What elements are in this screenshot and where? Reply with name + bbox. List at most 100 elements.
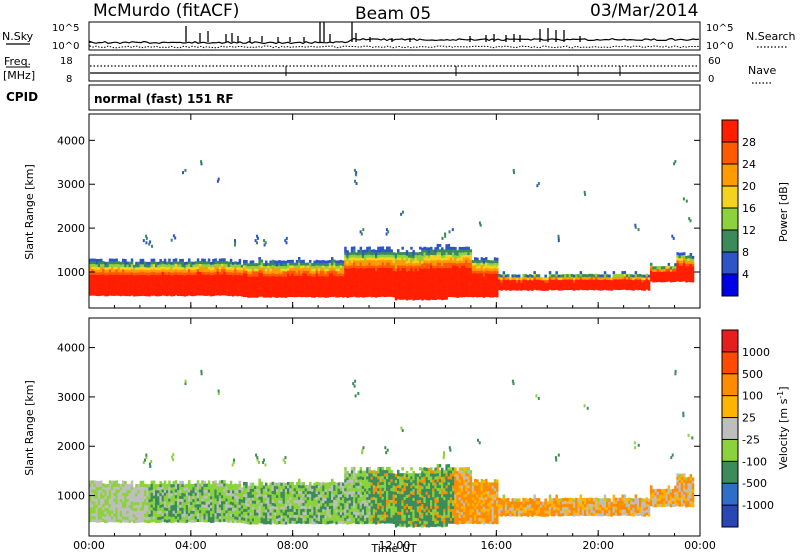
velocity-cell	[234, 519, 237, 523]
power-cell	[432, 260, 435, 263]
power-cell	[304, 268, 308, 271]
power-cell	[403, 273, 407, 276]
power-cell	[148, 275, 151, 278]
velocity-cell	[207, 480, 211, 484]
velocity-cell	[100, 501, 103, 505]
power-cell	[262, 265, 266, 269]
power-cell	[326, 268, 330, 272]
velocity-cell	[185, 513, 189, 517]
power-cell	[229, 293, 233, 296]
velocity-cell	[223, 509, 226, 513]
power-cell	[405, 268, 409, 272]
velocity-cell	[152, 519, 156, 523]
power-cell	[328, 262, 332, 266]
power-cell	[108, 269, 112, 272]
power-cell	[339, 259, 343, 263]
velocity-cell	[278, 520, 281, 524]
power-cell	[276, 266, 279, 269]
power-cell	[401, 260, 404, 263]
power-cell	[515, 287, 519, 291]
power-cell	[397, 272, 400, 276]
power-cell	[280, 263, 283, 267]
power-cell	[170, 290, 173, 294]
power-cell	[452, 281, 455, 284]
power-cell	[441, 271, 444, 274]
velocity-cell	[240, 508, 244, 512]
power-cell	[166, 277, 169, 281]
power-cell	[392, 276, 396, 279]
power-cell	[557, 277, 561, 281]
power-cell	[491, 268, 495, 272]
power-cell	[328, 275, 332, 279]
power-cell	[333, 267, 336, 271]
power-cell	[524, 284, 528, 288]
power-cell	[311, 286, 314, 290]
velocity-cell	[95, 516, 99, 520]
power-cell	[214, 269, 217, 272]
power-cell	[375, 294, 378, 298]
power-cell	[491, 260, 495, 264]
power-cell	[238, 287, 242, 291]
power-cell	[608, 285, 611, 288]
velocity-cell	[278, 494, 281, 498]
power-cell	[548, 273, 552, 277]
velocity-cell	[128, 486, 132, 491]
power-cell	[188, 290, 191, 293]
power-cell	[236, 290, 239, 294]
power-cell	[423, 254, 426, 258]
power-cell	[542, 282, 545, 286]
power-cell	[168, 279, 171, 283]
power-cell	[522, 276, 525, 280]
power-cell	[465, 283, 468, 287]
power-cell	[333, 275, 336, 279]
velocity-cell	[119, 504, 123, 508]
power-cell	[284, 289, 288, 293]
power-cell	[212, 282, 215, 286]
power-cell	[207, 284, 211, 288]
velocity-cell	[205, 510, 209, 514]
power-cell	[357, 286, 360, 290]
velocity-cell	[269, 512, 272, 516]
power-cell	[436, 243, 440, 247]
velocity-cell	[229, 498, 233, 502]
power-cell	[375, 263, 378, 267]
power-cell	[526, 282, 530, 286]
power-cell	[405, 263, 409, 267]
power-cell	[97, 266, 101, 270]
y-tick-label: 4000	[57, 134, 85, 147]
power-cell	[489, 260, 492, 264]
power-cell	[161, 263, 165, 267]
velocity-cell	[201, 507, 204, 511]
power-cell	[331, 270, 334, 274]
power-cell	[170, 264, 173, 268]
power-cell	[306, 294, 310, 298]
power-cell	[436, 267, 440, 271]
power-cell	[416, 260, 420, 264]
velocity-cell	[91, 512, 94, 517]
power-cell	[236, 264, 239, 268]
power-cell	[221, 266, 224, 270]
velocity-cell	[106, 513, 110, 517]
power-cell	[467, 283, 470, 287]
power-cell	[399, 281, 402, 284]
power-cell	[236, 267, 239, 270]
power-cell	[115, 279, 118, 283]
power-cell	[89, 274, 92, 278]
power-cell	[126, 264, 129, 268]
power-cell	[317, 270, 321, 274]
power-cell	[632, 277, 635, 281]
velocity-cell	[262, 500, 266, 504]
velocity-cell	[89, 507, 92, 511]
power-cell	[188, 258, 191, 262]
power-cell	[368, 280, 371, 284]
power-cell	[551, 287, 554, 291]
power-cell	[311, 284, 314, 288]
power-cell	[397, 251, 400, 255]
power-cell	[126, 293, 129, 297]
power-cell	[377, 294, 380, 297]
power-cell	[603, 281, 607, 285]
power-cell	[163, 277, 167, 280]
velocity-cell	[128, 489, 132, 494]
power-cell	[97, 280, 101, 283]
power-cell	[130, 261, 134, 264]
